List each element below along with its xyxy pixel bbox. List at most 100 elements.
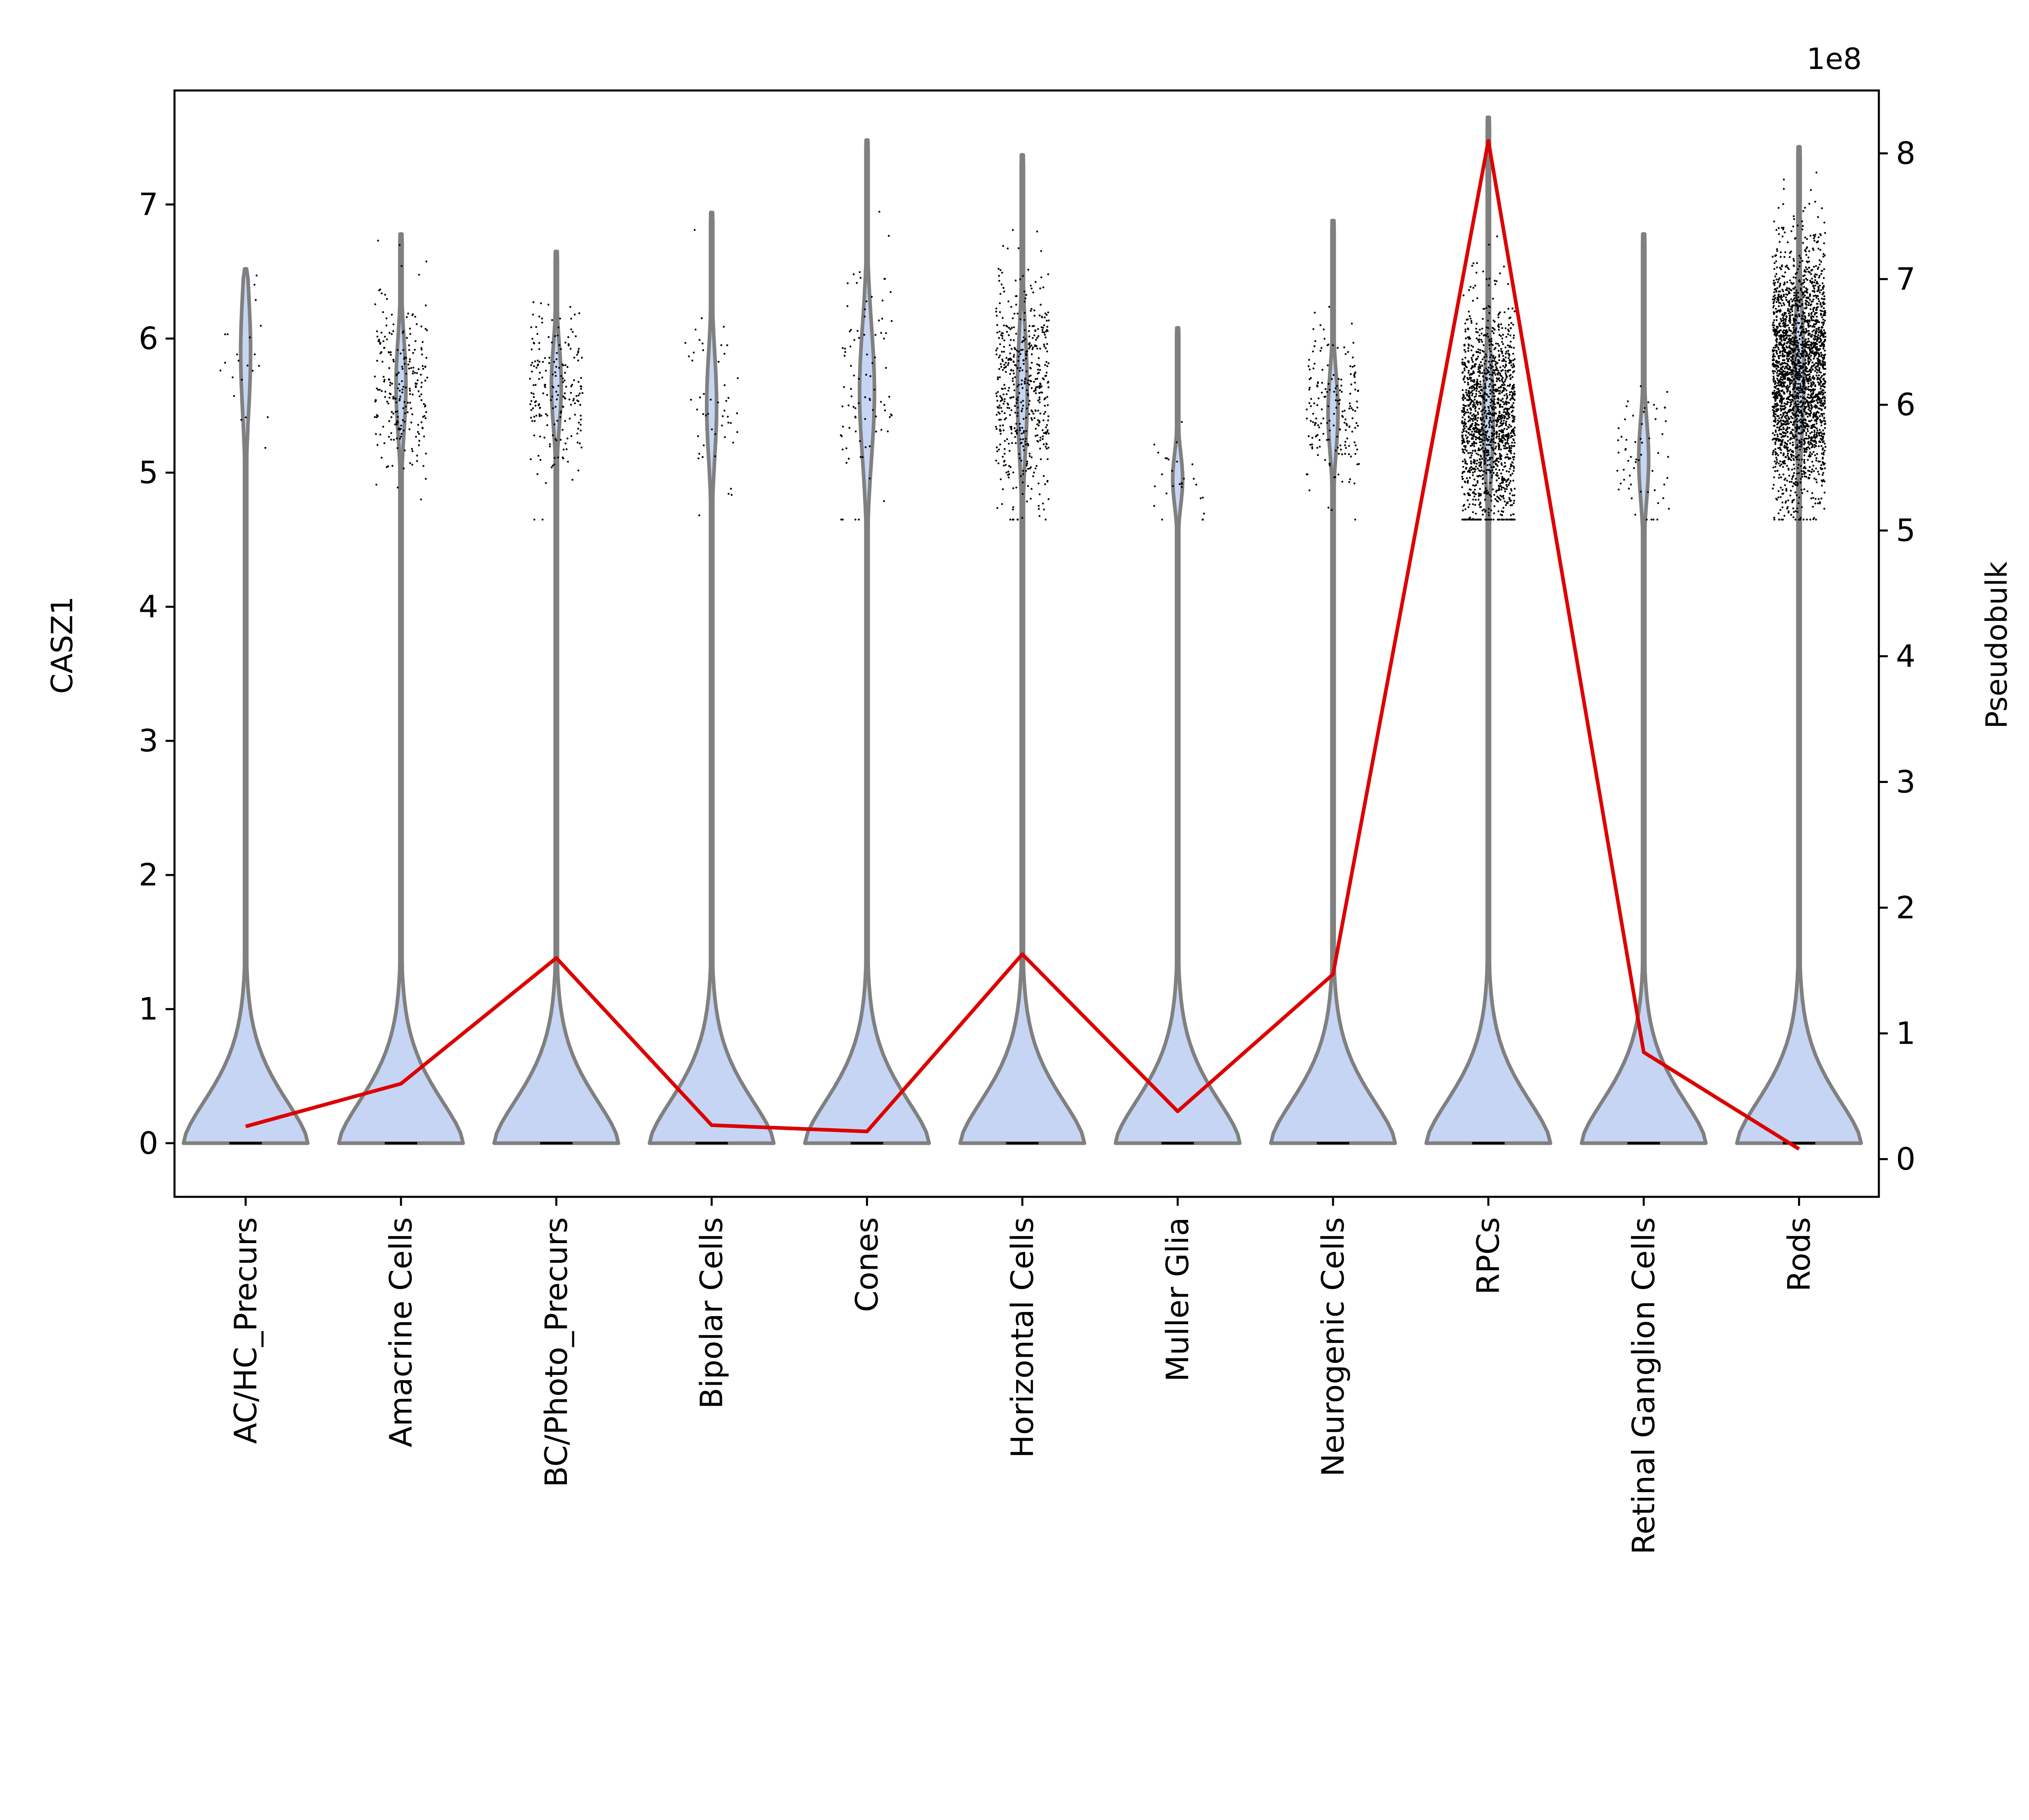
dot-1-161 — [418, 395, 421, 398]
dot-10-1483 — [1779, 251, 1782, 254]
dot-10-1203 — [1796, 421, 1799, 423]
dot-9-54 — [1643, 411, 1645, 413]
dot-10-1993 — [1782, 381, 1785, 383]
dot-8-375 — [1487, 336, 1489, 338]
dot-8-1013 — [1475, 402, 1478, 404]
dot-8-1404 — [1500, 458, 1502, 460]
dot-5-199 — [1046, 396, 1049, 398]
dot-10-882 — [1783, 402, 1786, 404]
dot-8-1323 — [1497, 415, 1500, 418]
dot-8-253 — [1474, 407, 1476, 410]
dot-8-704 — [1473, 435, 1475, 438]
dot-1-51 — [421, 353, 423, 356]
dot-10-962 — [1805, 342, 1807, 344]
dot-8-601 — [1503, 403, 1505, 405]
dot-10-1008 — [1811, 347, 1814, 350]
dot-2-85 — [573, 379, 575, 381]
dot-8-1032 — [1503, 447, 1506, 450]
dot-10-917 — [1790, 401, 1792, 403]
dot-7-79 — [1354, 381, 1356, 384]
dot-2-17 — [545, 482, 547, 484]
dot-10-1822 — [1780, 268, 1782, 271]
dot-10-605 — [1802, 311, 1804, 313]
dot-5-152 — [1007, 364, 1009, 366]
dot-4-32 — [850, 388, 852, 390]
dot-8-855 — [1482, 308, 1485, 310]
dot-1-202 — [411, 394, 414, 396]
dot-7-94 — [1353, 482, 1356, 485]
dot-10-365 — [1817, 247, 1820, 250]
dot-5-1 — [1009, 466, 1012, 468]
dot-8-810 — [1503, 411, 1506, 413]
dot-8-242 — [1480, 475, 1482, 478]
dot-5-362 — [1008, 334, 1010, 336]
dot-10-2021 — [1773, 476, 1775, 478]
dot-2-20 — [573, 357, 575, 359]
dot-8-809 — [1473, 396, 1476, 398]
dot-4-10 — [864, 315, 866, 318]
dot-8-564 — [1504, 462, 1506, 464]
dot-10-1442 — [1792, 355, 1795, 357]
dot-9-50 — [1640, 490, 1642, 493]
dot-10-1738 — [1788, 367, 1791, 369]
dot-10-1759 — [1823, 295, 1826, 297]
dot-10-923 — [1818, 411, 1820, 414]
dot-10-1083 — [1784, 338, 1787, 340]
dot-10-85 — [1796, 482, 1799, 484]
dot-8-1168 — [1484, 510, 1487, 512]
dot-5-383 — [995, 428, 998, 430]
dot-1-84 — [425, 411, 427, 413]
dot-5-35 — [1047, 498, 1050, 500]
dot-10-1798 — [1818, 348, 1820, 351]
dot-4-16 — [883, 338, 885, 340]
dot-10-104 — [1822, 404, 1824, 407]
dot-10-665 — [1790, 459, 1792, 461]
dot-8-663 — [1510, 364, 1512, 366]
dot-10-1323 — [1774, 466, 1777, 468]
dot-8-1246 — [1477, 348, 1480, 351]
dot-5-419 — [998, 275, 1000, 277]
dot-10-1878 — [1782, 385, 1784, 387]
dot-10-2081 — [1815, 404, 1817, 407]
dot-8-1195 — [1496, 378, 1499, 380]
dot-10-2028 — [1789, 334, 1792, 337]
dot-5-516 — [999, 269, 1002, 271]
dot-5-465 — [1046, 447, 1048, 450]
dot-10-1788 — [1813, 288, 1816, 290]
dot-2-136 — [562, 364, 564, 367]
dot-8-189 — [1474, 484, 1476, 487]
dot-1-194 — [415, 383, 417, 385]
dot-8-258 — [1505, 353, 1507, 355]
dot-2-172 — [581, 357, 583, 359]
dot-8-225 — [1503, 394, 1506, 397]
dot-8-1212 — [1503, 409, 1505, 411]
dot-7-150 — [1313, 402, 1315, 404]
dot-5-176 — [999, 293, 1002, 295]
dot-1-60 — [385, 324, 388, 327]
dot-10-760 — [1790, 421, 1792, 423]
dot-10-1144 — [1811, 468, 1814, 471]
dot-5-197 — [1042, 438, 1044, 440]
dot-8-430 — [1473, 433, 1475, 435]
dot-5-223 — [1003, 290, 1006, 293]
dot-10-248 — [1804, 340, 1806, 342]
dot-8-1137 — [1476, 482, 1479, 484]
dot-7-56 — [1352, 409, 1354, 411]
dot-8-1499 — [1506, 428, 1508, 430]
dot-10-270 — [1817, 460, 1820, 463]
dot-1-29 — [420, 347, 422, 349]
dot-5-430 — [1028, 335, 1030, 338]
dot-2-168 — [569, 306, 571, 308]
dot-10-1441 — [1818, 367, 1821, 369]
dot-5-486 — [1014, 348, 1017, 351]
dot-8-750 — [1464, 412, 1466, 415]
dot-10-1663 — [1811, 405, 1813, 407]
dot-8-161 — [1478, 390, 1480, 393]
dot-7-6 — [1335, 387, 1337, 389]
dot-8-655 — [1461, 435, 1464, 437]
dot-10-1665 — [1786, 287, 1788, 289]
dot-8-433 — [1499, 311, 1501, 314]
dot-10-1049 — [1788, 357, 1790, 360]
dot-5-79 — [999, 302, 1001, 304]
dot-10-577 — [1772, 487, 1774, 490]
